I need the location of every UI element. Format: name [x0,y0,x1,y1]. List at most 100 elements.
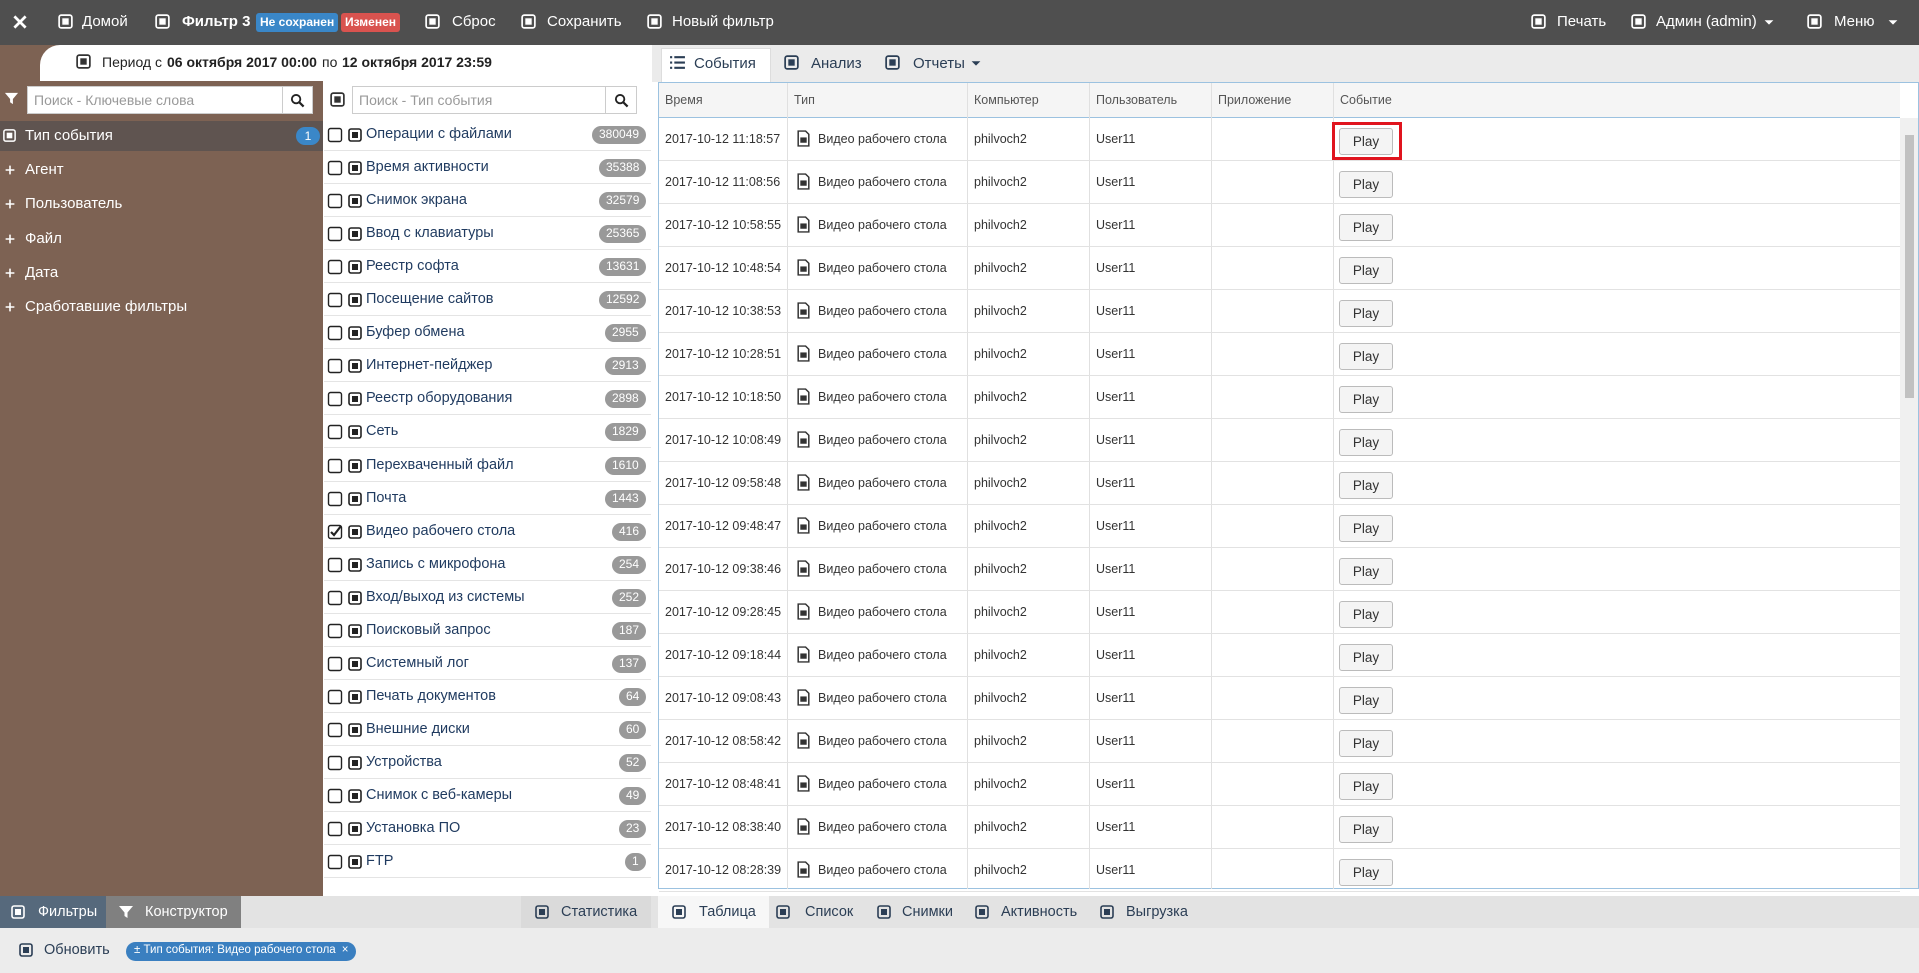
top-menu-item[interactable]: Админ (admin) [1656,13,1757,30]
event-type-label[interactable]: Установка ПО [366,820,461,837]
bottom-tab[interactable]: Статистика [561,904,638,920]
event-type-label[interactable]: Печать документов [366,687,496,704]
checkbox[interactable] [327,623,343,639]
event-type-label[interactable]: Снимок с веб-камеры [366,787,513,803]
event-type-label[interactable]: Запись с микрофона [366,555,506,572]
tab[interactable]: Отчеты [913,55,965,72]
sidebar-item[interactable]: Дата [25,263,59,281]
sidebar-item[interactable]: Агент [25,161,64,179]
play-button[interactable]: Play [1339,472,1393,499]
checkbox[interactable] [327,127,343,143]
play-button[interactable]: Play [1339,859,1393,886]
play-button[interactable]: Play [1339,429,1393,456]
event-type-label[interactable]: Интернет-пейджер [366,357,493,374]
bottom-tab[interactable]: Фильтры [38,904,98,920]
event-type-label[interactable]: Операции с файлами [366,126,512,142]
event-type-label[interactable]: Реестр оборудования [366,390,513,407]
event-type-label[interactable]: Ввод с клавиатуры [366,225,494,242]
column-header[interactable]: Время [665,93,703,107]
bottom-tab[interactable]: Конструктор [145,904,228,920]
bottom-tab[interactable]: Снимки [902,904,953,920]
type-search[interactable]: Поиск - Тип события [352,86,606,114]
play-button[interactable]: Play [1339,300,1393,327]
checkbox[interactable] [327,788,343,804]
checkbox[interactable] [327,491,343,507]
event-type-label[interactable]: Реестр софта [366,258,459,275]
checkbox[interactable] [327,391,343,407]
play-button[interactable]: Play [1339,773,1393,800]
top-menu-item[interactable]: Новый фильтр [672,13,774,30]
play-button[interactable]: Play [1339,816,1393,843]
top-menu-item[interactable]: Сброс [452,13,496,30]
tab[interactable]: Анализ [811,55,862,72]
event-type-label[interactable]: FTP [366,853,394,870]
event-type-label[interactable]: Почта [366,489,407,506]
play-button[interactable]: Play [1339,257,1393,284]
column-header[interactable]: Компьютер [974,93,1039,107]
event-type-label[interactable]: Видео рабочего стола [366,522,516,539]
top-menu-item[interactable]: Меню [1834,13,1875,30]
checkbox[interactable] [327,524,343,540]
bottom-tab[interactable]: Список [805,904,854,920]
keyword-search[interactable]: Поиск - Ключевые слова [27,86,283,114]
chip-close[interactable]: × [341,944,349,956]
checkbox[interactable] [327,722,343,738]
checkbox[interactable] [327,160,343,176]
play-button[interactable]: Play [1339,687,1393,714]
top-menu-item[interactable]: Сохранить [547,13,622,30]
checkbox[interactable] [327,226,343,242]
search-button[interactable] [605,86,637,114]
event-type-label[interactable]: Сеть [366,423,399,440]
filter-chip[interactable]: ± Тип события: Видео рабочего стола × [126,942,357,961]
sidebar-item[interactable]: Пользователь [25,195,123,213]
event-type-label[interactable]: Снимок экрана [366,192,467,209]
bottom-tab[interactable]: Таблица [699,904,756,920]
play-button[interactable]: Play [1339,128,1393,155]
event-type-label[interactable]: Посещение сайтов [366,291,494,308]
play-button[interactable]: Play [1339,386,1393,413]
checkbox[interactable] [327,193,343,209]
top-menu-item[interactable]: Печать [1557,13,1607,30]
event-type-label[interactable]: Поисковый запрос [366,621,491,638]
top-menu-item[interactable]: Домой [82,13,128,30]
checkbox[interactable] [327,358,343,374]
column-header[interactable]: Приложение [1218,93,1292,107]
play-button[interactable]: Play [1339,730,1393,757]
refresh-button[interactable]: Обновить [44,942,110,958]
play-button[interactable]: Play [1339,644,1393,671]
sidebar-item[interactable]: Тип события [25,127,113,144]
event-type-label[interactable]: Устройства [366,753,442,770]
event-type-label[interactable]: Буфер обмена [366,324,465,341]
play-button[interactable]: Play [1339,558,1393,585]
play-button[interactable]: Play [1339,515,1393,542]
bottom-tab[interactable]: Активность [1001,904,1078,920]
checkbox[interactable] [327,557,343,573]
checkbox[interactable] [327,292,343,308]
play-button[interactable]: Play [1339,601,1393,628]
sidebar-item[interactable]: Файл [25,229,62,247]
checkbox[interactable] [327,854,343,870]
event-type-label[interactable]: Внешние диски [366,720,470,737]
sidebar-item[interactable]: Сработавшие фильтры [25,298,188,315]
tab[interactable]: События [694,55,756,72]
play-button[interactable]: Play [1339,171,1393,198]
checkbox[interactable] [327,821,343,837]
event-type-label[interactable]: Перехваченный файл [366,456,514,473]
bottom-tab[interactable]: Выгрузка [1126,904,1188,920]
column-header[interactable]: Событие [1340,93,1392,107]
play-button[interactable]: Play [1339,343,1393,370]
checkbox[interactable] [327,689,343,705]
event-type-label[interactable]: Время активности [366,159,489,176]
checkbox[interactable] [327,656,343,672]
checkbox[interactable] [327,424,343,440]
checkbox[interactable] [327,590,343,606]
search-button[interactable] [282,86,313,114]
event-type-label[interactable]: Вход/выход из системы [366,588,525,605]
column-header[interactable]: Пользователь [1096,93,1178,107]
play-button[interactable]: Play [1339,214,1393,241]
column-header[interactable]: Тип [794,93,815,107]
checkbox[interactable] [327,325,343,341]
checkbox[interactable] [327,458,343,474]
event-type-label[interactable]: Системный лог [366,654,469,671]
checkbox[interactable] [327,259,343,275]
